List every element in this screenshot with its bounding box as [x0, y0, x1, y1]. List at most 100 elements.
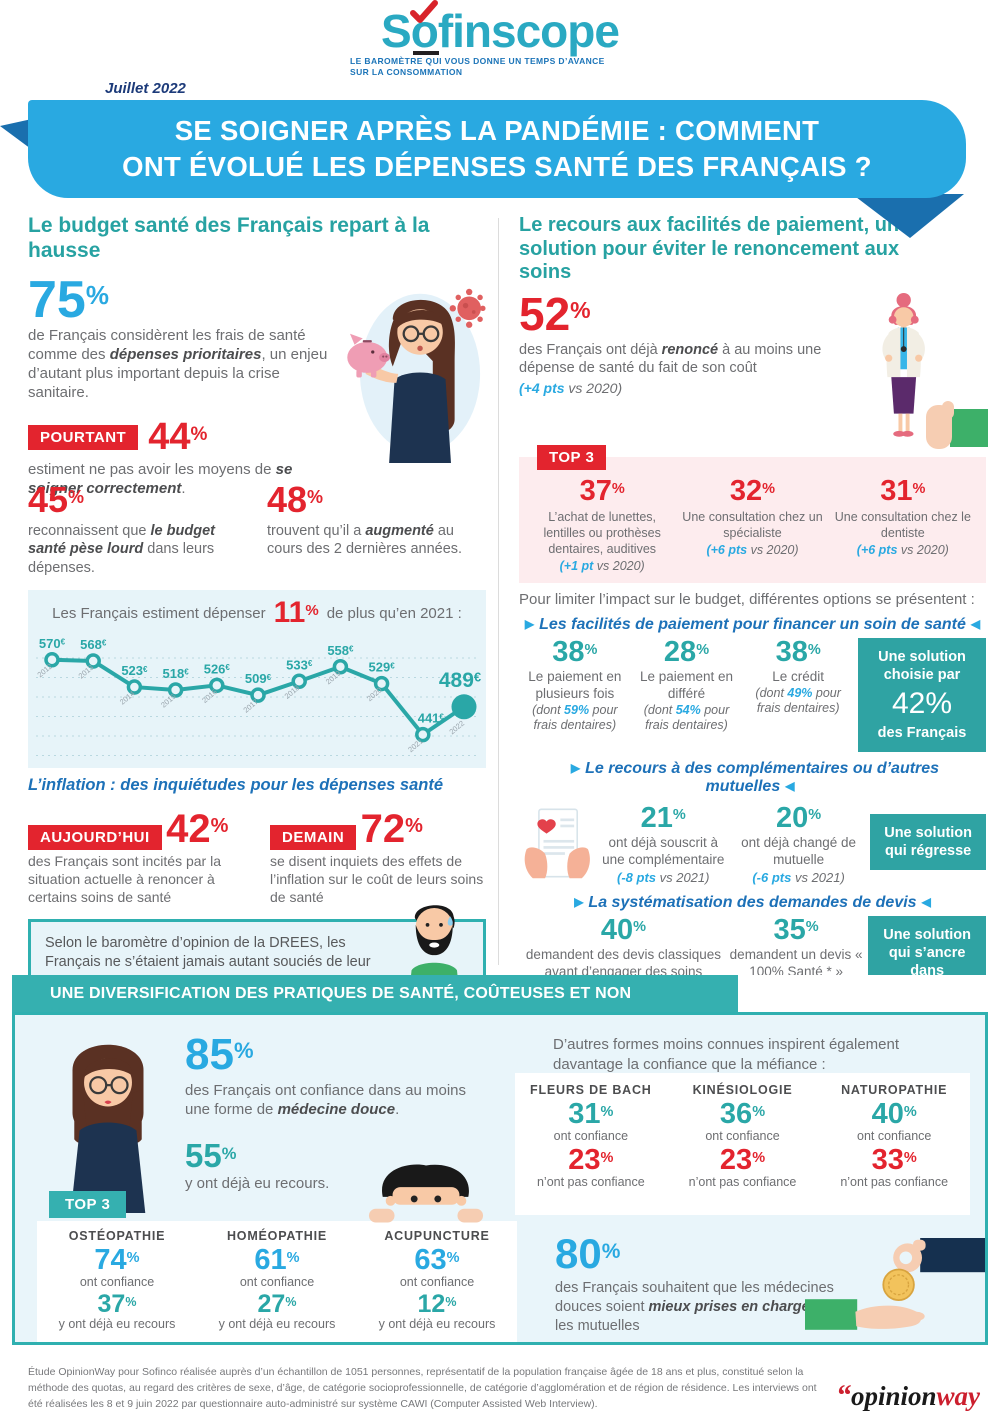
facilite-item: 38% Le crédit (dont 49% pour frais denta… [755, 635, 841, 716]
solution-box-habitudes: Une solution qui s’ancre dans les habitu… [868, 915, 986, 975]
tagline: LE BAROMÈTRE QUI VOUS DONNE UN TEMPS D’A… [350, 56, 605, 78]
drees-text: Selon le baromètre d’opinion de la DREES… [45, 934, 371, 975]
svg-text:570€: 570€ [39, 636, 66, 651]
logo-underline [412, 51, 439, 55]
svg-text:509€: 509€ [245, 671, 272, 686]
stat-72: 72% [360, 807, 423, 852]
complementaire-item: 21% ont déjà souscrit à une complémentai… [602, 801, 725, 886]
top3-item: 37% L’achat de lunettes, lentilles ou pr… [543, 474, 661, 573]
column-divider [498, 218, 499, 965]
chart-intro: Les Français estiment dépenser 11% de pl… [52, 596, 462, 630]
devis-item: 40% demandent des devis classiques avant… [525, 913, 722, 975]
main-columns: Le budget santé des Français repart à la… [0, 208, 1000, 975]
stat-75: 75% [28, 270, 109, 329]
inflation-tomorrow: DEMAIN 72% se disent inquiets des effets… [270, 803, 486, 907]
heading-inflation: L’inflation : des inquiétudes pour les d… [28, 776, 444, 795]
section-title-complementaires: ▶ Le recours à des complémentaires ou d’a… [519, 760, 986, 796]
douce-item: ACUPUNCTURE 63% ont confiance 12% y ont … [378, 1229, 496, 1331]
footer-methodology: Étude OpinionWay pour Sofinco réalisée a… [28, 1366, 817, 1410]
stats-45-48-row: 45% reconnaissent que le budget santé pè… [28, 478, 486, 579]
arrow-left-icon: ◀ [970, 616, 981, 631]
hands-document-icon [524, 808, 590, 878]
inflation-today: AUJOURD’HUI 42% des Français sont incité… [28, 803, 244, 907]
opinionway-logo: “opinionway [835, 1379, 980, 1412]
arrow-right-icon: ▶ [574, 894, 584, 909]
stat-48-text: trouvent qu’il a augmenté au cours des 2… [267, 522, 463, 558]
section-title-devis: ▶ La systématisation des demandes de devi… [519, 894, 986, 912]
title-line-2: ONT ÉVOLUÉ LES DÉPENSES SANTÉ DES FRANÇA… [122, 151, 872, 182]
heading-facilites-paiement: Le recours aux facilités de paiement, un… [519, 214, 911, 284]
svg-text:2022: 2022 [448, 719, 467, 737]
heading-budget: Le budget santé des Français repart à la… [28, 214, 430, 262]
quote-icon: “ [835, 1379, 851, 1412]
devis-item: 35% demandent un devis « 100% Santé * » [729, 913, 863, 975]
coin-hands-illustration [805, 1238, 985, 1330]
svg-text:533€: 533€ [286, 657, 313, 672]
badge-top3: TOP 3 [537, 444, 607, 470]
stat-48-block: 48% trouvent qu’il a augmenté au cours d… [267, 481, 486, 579]
top3-item: 32% Une consultation chez un spécialiste… [682, 474, 823, 557]
autres-formes-panel: FLEURS DE BACH 31% ont confiance 23% n’o… [515, 1073, 970, 1215]
sofinscope-logo: So finscope [381, 0, 620, 55]
svg-text:568€: 568€ [80, 637, 107, 652]
banner-fold-right [852, 194, 964, 238]
title-banner-wrap: SE SOIGNER APRÈS LA PANDÉMIE : COMMENT O… [0, 96, 1000, 238]
woman-piggybank-illustration [347, 288, 486, 463]
stat-55: 55% y ont déjà eu recours. [185, 1137, 330, 1192]
date-label: Juillet 2022 [105, 80, 186, 97]
badge-aujourdhui: AUJOURD’HUI [28, 825, 162, 851]
solution-box-regresse: Une solution qui régresse [870, 813, 986, 870]
stat-45-block: 45% reconnaissent que le budget santé pè… [28, 478, 247, 579]
svg-text:441€: 441€ [418, 711, 445, 726]
complementaires-row: 21% ont déjà souscrit à une complémentai… [519, 800, 986, 886]
stat-42: 42% [166, 807, 229, 852]
stat-45-text: reconnaissent que le budget santé pèse l… [28, 522, 215, 577]
bottom-woman-illustration [70, 1044, 146, 1213]
badge-pourtant: POURTANT [28, 424, 139, 450]
footer: Étude OpinionWay pour Sofinco réalisée a… [0, 1345, 1000, 1413]
spending-chart-panel: Les Français estiment dépenser 11% de pl… [28, 590, 486, 769]
teal-badge-top3: TOP 3 [49, 1191, 127, 1218]
autre-item: KINÉSIOLOGIE 36% ont confiance 23% n’ont… [688, 1083, 797, 1189]
top3-item: 31% Une consultation chez le dentiste (+… [834, 474, 971, 557]
arrow-right-icon: ▶ [524, 616, 535, 631]
section-title-facilites: ▶ Les facilités de paiement pour financer… [519, 616, 986, 634]
piggy-bank-icon [347, 333, 391, 377]
devis-row: 40% demandent des devis classiques avant… [519, 913, 986, 975]
stat-45: 45% [28, 478, 85, 520]
autres-intro: D’autres formes moins connues inspirent … [553, 1036, 900, 1073]
inflation-row: AUJOURD’HUI 42% des Français sont incité… [28, 803, 486, 907]
stat-85: 85% des Français ont confiance dans au m… [185, 1033, 490, 1119]
logo-wrap: So finscope LE BAROMÈTRE QUI VOUS DONNE U… [0, 0, 1000, 79]
svg-text:523€: 523€ [121, 663, 148, 678]
drees-box: Selon le baromètre d’opinion de la DREES… [28, 904, 486, 975]
logo-check-icon [409, 0, 438, 23]
renoncement-row: 52% des Français ont déjà renoncé à au m… [519, 287, 988, 449]
arrow-right-icon: ▶ [570, 760, 581, 775]
stat-11: 11% [273, 596, 319, 630]
stat-52: 52% [519, 287, 591, 340]
peeking-man-illustration [368, 1164, 484, 1223]
medecines-douces-panel: OSTÉOPATHIE 74% ont confiance 37% y ont … [37, 1221, 517, 1342]
facilite-item: 38% Le paiement en plusieurs fois (dont … [528, 635, 622, 733]
svg-text:529€: 529€ [369, 660, 396, 675]
title-line-1: SE SOIGNER APRÈS LA PANDÉMIE : COMMENT [174, 114, 820, 146]
standing-woman-illustration [882, 292, 925, 437]
top3-panel: 37% L’achat de lunettes, lentilles ou pr… [519, 456, 986, 583]
stat-85-text: des Français ont confiance dans au moins… [185, 1082, 466, 1119]
svg-text:526€: 526€ [204, 661, 231, 676]
top3-renoncement: TOP 3 37% L’achat de lunettes, lentilles… [519, 444, 986, 583]
facilite-item: 28% Le paiement en différé (dont 54% pou… [639, 635, 734, 733]
solution-box-42: Une solution choisie par 42% des Françai… [858, 637, 987, 752]
arrow-left-icon: ◀ [921, 894, 931, 909]
stat-44: 44% [148, 416, 208, 459]
bottom-banner: UNE DIVERSIFICATION DES PRATIQUES DE SAN… [12, 975, 738, 1039]
svg-text:518€: 518€ [163, 666, 190, 681]
stat-44-text: estiment ne pas avoir les moyens de se s… [28, 461, 293, 498]
douce-item: HOMÉOPATHIE 61% ont confiance 27% y ont … [218, 1229, 336, 1331]
arrow-left-icon: ◀ [785, 778, 795, 793]
bottom-section: UNE DIVERSIFICATION DES PRATIQUES DE SAN… [12, 975, 988, 1345]
stat-75-text: de Français considèrent les frais de san… [28, 326, 328, 402]
